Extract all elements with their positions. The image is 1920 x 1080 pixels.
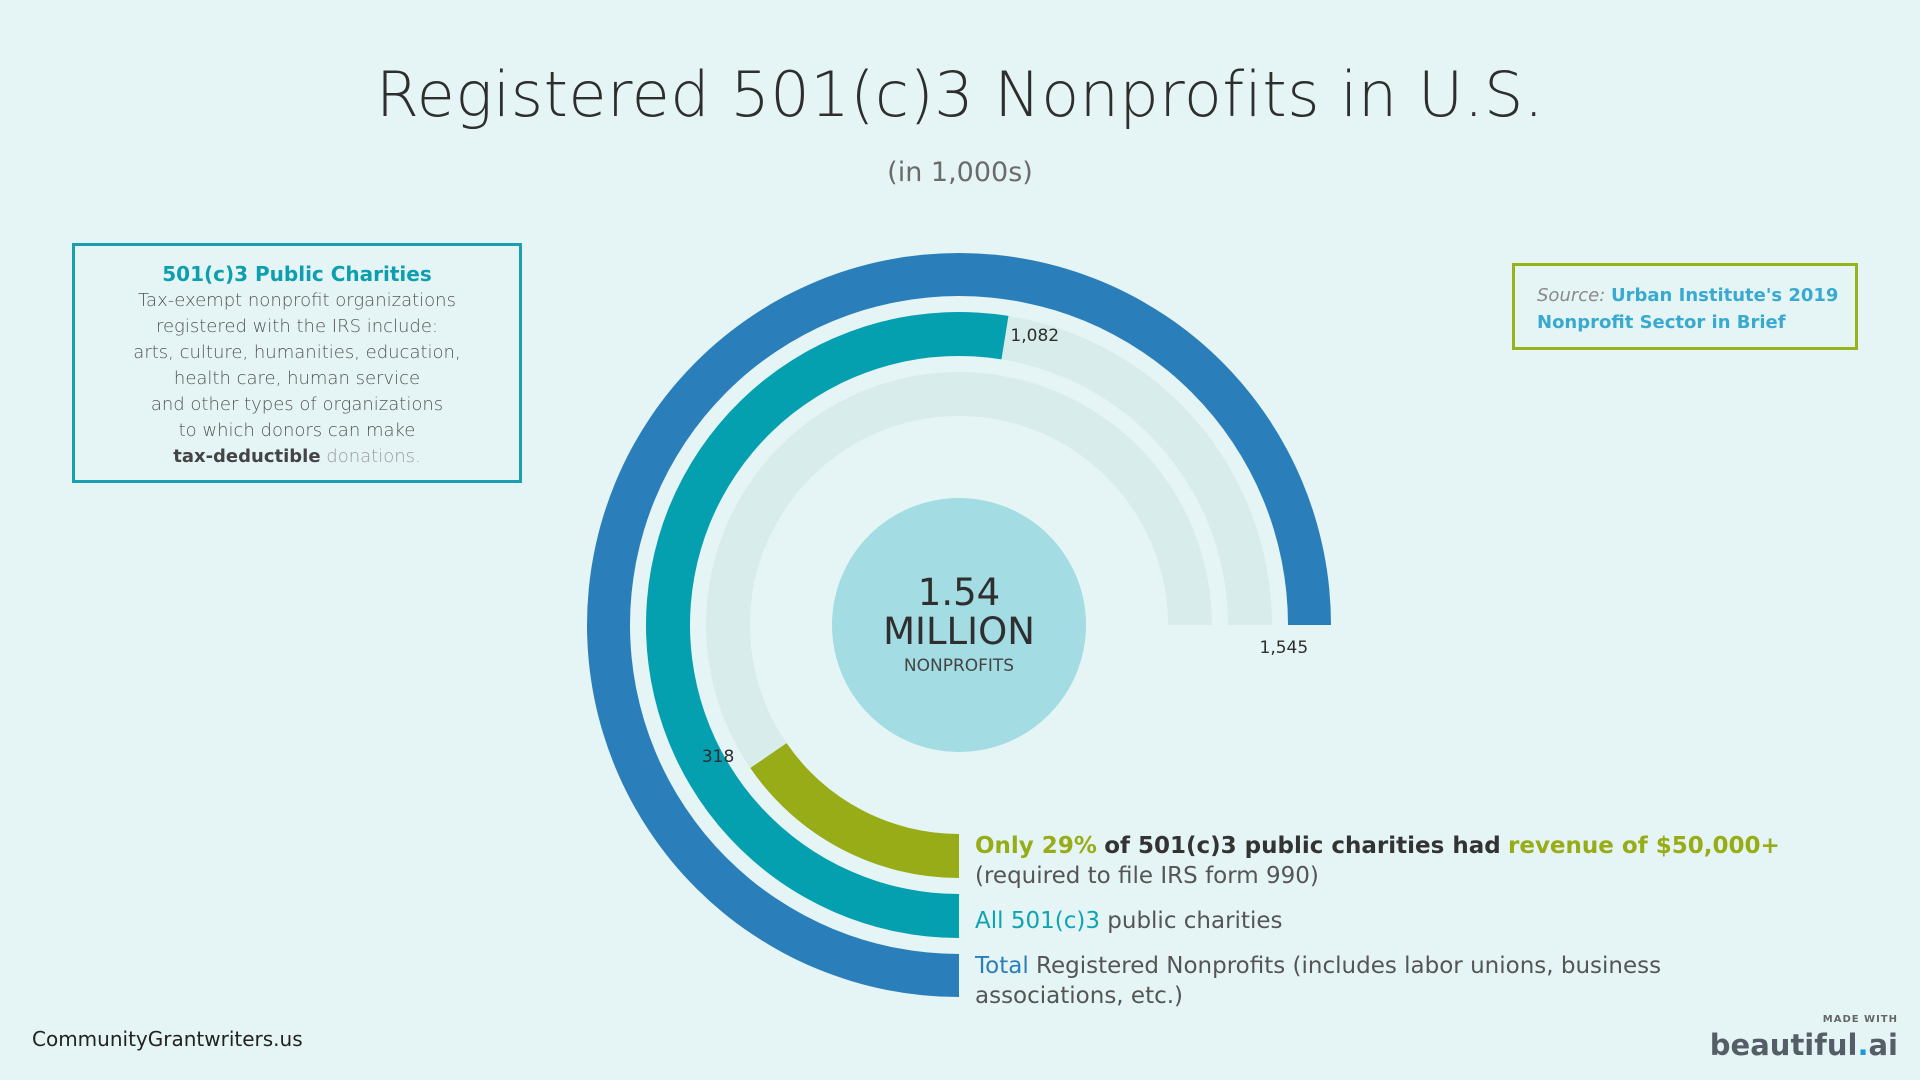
legend-blue: Total Registered Nonprofits (includes la… [975,951,1755,1011]
ring-bar-2 [750,743,959,878]
info-line: Tax-exempt nonprofit organizations [138,290,456,311]
brand-part-a: beautiful [1709,1028,1858,1062]
center-circle [832,498,1086,752]
info-emphasis: tax-deductible [173,446,321,467]
legend-green-sub: (required to file IRS form 990) [975,863,1319,889]
legend-teal-pre: All 501(c)3 [975,908,1100,934]
value-label-1: 1,082 [1010,326,1059,346]
source-box: Source: Urban Institute's 2019 Nonprofit… [1512,263,1858,350]
center-caption: NONPROFITS [904,656,1014,676]
info-line: and other types of organizations [150,394,444,415]
brand-part-b: ai [1868,1028,1898,1062]
info-line-last: tax-deductible donations. [75,444,519,470]
legend-green-pre: Only 29% [975,833,1097,859]
value-label-2: 318 [702,747,734,767]
brand-dot: . [1857,1028,1869,1062]
source-link[interactable]: Urban Institute's 2019 [1611,285,1839,306]
ring-bar-1 [645,312,1009,939]
info-line: arts, culture, humanities, education, [133,342,461,363]
info-heading: 501(c)3 Public Charities [162,262,432,286]
source-link-line2[interactable]: Nonprofit Sector in Brief [1537,312,1786,333]
info-line: health care, human service [173,368,421,389]
info-body: Tax-exempt nonprofit organizations regis… [75,288,519,470]
legend-blue-pre: Total [975,953,1029,979]
made-with-label: MADE WITH [1822,1014,1898,1025]
chart-title: Registered 501(c)3 Nonprofits in U.S. [375,58,1545,131]
legend-green-mid: of 501(c)3 public charities had [1104,833,1501,859]
legend-green: Only 29% of 501(c)3 public charities had… [975,831,1780,891]
info-box: 501(c)3 Public Charities Tax-exempt nonp… [72,243,522,483]
info-line: registered with the IRS include: [155,316,439,337]
info-tail: donations. [326,446,421,467]
chart-subtitle: (in 1,000s) [887,157,1033,188]
center-unit: MILLION [883,610,1035,653]
legend-blue-post: Registered Nonprofits (includes labor un… [975,953,1662,1009]
chart-bars [587,253,1331,998]
legend-green-post: revenue of $50,000+ [1508,833,1780,859]
legend-teal-post: public charities [1107,908,1283,934]
value-label-0: 1,545 [1260,638,1309,658]
footer-site[interactable]: CommunityGrantwriters.us [32,1027,303,1051]
source-label: Source: [1537,285,1606,306]
center-value: 1.54 [918,571,1000,614]
chart-value-labels: 1,545 1,082 318 [702,326,1308,767]
brand-logo[interactable]: beautiful.ai [1710,1028,1898,1062]
info-line: to which donors can make [178,420,416,441]
legend-teal: All 501(c)3 public charities [975,906,1282,936]
